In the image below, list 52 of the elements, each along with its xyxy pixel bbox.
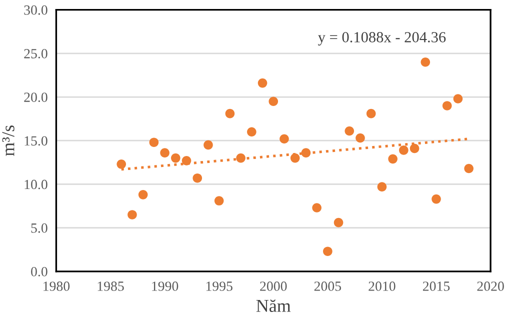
point xyxy=(366,108,376,118)
point xyxy=(214,196,224,206)
point xyxy=(204,140,213,150)
point xyxy=(138,190,148,200)
point xyxy=(432,194,441,204)
y-tick-label: 30.0 xyxy=(24,5,48,15)
point xyxy=(182,156,192,166)
point xyxy=(192,173,202,183)
point xyxy=(301,148,311,158)
y-tick-label: 0.0 xyxy=(31,266,48,276)
point xyxy=(128,210,137,220)
point xyxy=(442,101,452,110)
point xyxy=(453,94,463,104)
x-tick-label: 2015 xyxy=(422,282,450,291)
point xyxy=(312,203,322,212)
point xyxy=(116,159,126,169)
point xyxy=(171,153,180,163)
point xyxy=(247,127,256,137)
x-tick-label: 2005 xyxy=(314,282,342,291)
point xyxy=(377,182,387,192)
point xyxy=(323,246,332,256)
point xyxy=(149,138,159,148)
x-axis-title: Năm xyxy=(256,299,291,312)
point xyxy=(334,218,344,228)
x-tick-label: 1990 xyxy=(152,282,178,291)
point xyxy=(258,78,268,88)
point xyxy=(344,126,354,136)
y-tick-label: 5.0 xyxy=(31,223,48,233)
x-tick-label: 2020 xyxy=(477,282,504,291)
x-tick-label: 1995 xyxy=(206,282,232,291)
point xyxy=(160,148,170,158)
x-tick-label: 2000 xyxy=(260,282,287,291)
x-tick-label: 1980 xyxy=(44,282,70,291)
point xyxy=(464,164,474,174)
point xyxy=(420,57,430,67)
point xyxy=(388,154,398,164)
point xyxy=(268,96,278,106)
y-tick-label: 20.0 xyxy=(24,92,48,102)
annotation: y = 0.1088x - 204.36 xyxy=(318,32,446,46)
y-tick-label: 15.0 xyxy=(24,136,48,146)
y-tick-label: 25.0 xyxy=(24,48,48,58)
point xyxy=(280,134,289,144)
y-axis-title: m³/s xyxy=(2,126,14,156)
point xyxy=(225,108,235,118)
x-tick-label: 1985 xyxy=(98,282,124,291)
point xyxy=(290,153,300,163)
point xyxy=(399,146,408,155)
point xyxy=(410,144,420,154)
point xyxy=(236,153,246,163)
point xyxy=(356,133,365,143)
x-tick-label: 2010 xyxy=(368,282,396,291)
y-tick-label: 10.0 xyxy=(24,180,48,190)
